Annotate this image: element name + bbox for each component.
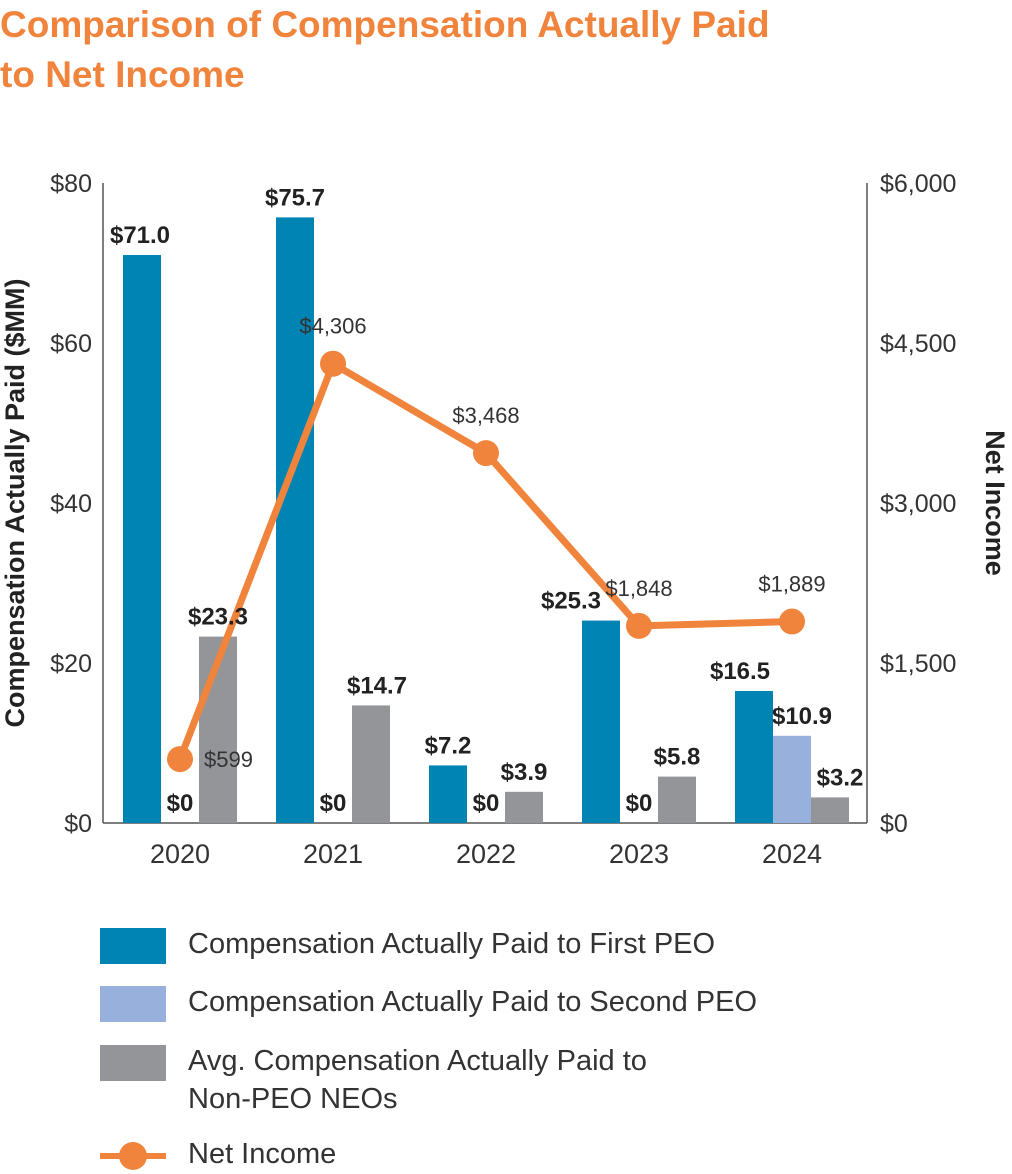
net-income-label: $599 xyxy=(204,747,253,772)
legend-label: Avg. Compensation Actually Paid to Non-PE… xyxy=(188,1042,647,1118)
bar-compensation-actually-paid-to-first-peo-2020 xyxy=(123,255,161,823)
legend-swatch xyxy=(100,928,166,964)
legend-label: Net Income xyxy=(188,1135,336,1173)
right-tick-label: $4,500 xyxy=(880,330,956,358)
legend-label: Compensation Actually Paid to Second PEO xyxy=(188,983,757,1021)
legend-line-swatch xyxy=(100,1138,166,1174)
left-tick-label: $80 xyxy=(50,170,92,198)
bar-data-label: $23.3 xyxy=(188,604,248,631)
bar-data-label: $0 xyxy=(473,790,500,817)
right-tick-label: $0 xyxy=(880,810,908,838)
bar-data-label: $0 xyxy=(167,790,194,817)
legend-label-line: Avg. Compensation Actually Paid to xyxy=(188,1045,647,1077)
legend-swatch xyxy=(100,986,166,1022)
legend-label-line: Compensation Actually Paid to Second PEO xyxy=(188,986,758,1018)
bar-data-label: $3.9 xyxy=(501,759,548,786)
x-tick-label: 2023 xyxy=(609,839,669,869)
bar-data-label: $25.3 xyxy=(541,588,601,615)
bar-data-label: $75.7 xyxy=(265,184,325,211)
x-tick-label: 2020 xyxy=(150,839,210,869)
chart-title-line-2: to Net Income xyxy=(0,54,245,95)
bar-data-label: $5.8 xyxy=(654,744,701,771)
bar-data-label: $71.0 xyxy=(110,222,170,249)
bar-data-label: $14.7 xyxy=(347,672,407,699)
axes: $0 $20 $40 $60 $80 $0 $1,500 $3,000 $4,500 $6,000… xyxy=(0,170,1010,869)
bar-data-label: $10.9 xyxy=(772,703,832,730)
net-income-point-2024 xyxy=(779,608,805,635)
bar-data-label: $3.2 xyxy=(817,764,864,791)
legend-label: Compensation Actually Paid to First PEO xyxy=(188,925,715,963)
bars xyxy=(123,217,849,823)
left-tick-label: $40 xyxy=(50,490,92,518)
net-income-point-2022 xyxy=(473,440,499,467)
bar-avg-compensation-actually-paid-to-non-peo-neos-2024 xyxy=(811,797,849,823)
legend-label-line: Non-PEO NEOs xyxy=(188,1083,398,1115)
left-tick-label: $20 xyxy=(50,650,92,678)
net-income-label: $4,306 xyxy=(299,314,366,339)
x-tick-label: 2021 xyxy=(303,839,363,869)
net-income-label: $3,468 xyxy=(452,403,519,428)
left-tick-label: $0 xyxy=(64,810,92,838)
bar-data-label: $0 xyxy=(320,790,347,817)
legend-label-line: Net Income xyxy=(188,1138,337,1170)
bar-avg-compensation-actually-paid-to-non-peo-neos-2022 xyxy=(505,791,543,823)
net-income-point-2020 xyxy=(167,746,193,773)
left-tick-label: $60 xyxy=(50,330,92,358)
bar-avg-compensation-actually-paid-to-non-peo-neos-2023 xyxy=(658,776,696,823)
net-income-line xyxy=(167,350,805,773)
bar-compensation-actually-paid-to-second-peo-2024 xyxy=(773,735,811,823)
right-tick-label: $3,000 xyxy=(880,490,956,518)
bar-compensation-actually-paid-to-first-peo-2023 xyxy=(582,620,620,823)
chart-title: Comparison of Compensation Actually Paid… xyxy=(0,0,1000,100)
data-labels: $71.0 $75.7 $7.2 $25.3 $16.5 $0 $0 $0 $0 $10.9 $23… xyxy=(110,184,863,817)
x-tick-label: 2022 xyxy=(456,839,516,869)
right-axis-title: Net Income xyxy=(980,430,1010,576)
legend-label-line: Compensation Actually Paid to First PEO xyxy=(188,928,716,960)
bar-compensation-actually-paid-to-first-peo-2022 xyxy=(429,765,467,823)
compensation-net-income-chart: $0 $20 $40 $60 $80 $0 $1,500 $3,000 $4,500 $6,000… xyxy=(0,170,1010,869)
bar-compensation-actually-paid-to-first-peo-2021 xyxy=(276,217,314,823)
legend-swatch xyxy=(100,1045,166,1081)
bar-compensation-actually-paid-to-first-peo-2024 xyxy=(735,691,773,823)
right-tick-label: $1,500 xyxy=(880,650,956,678)
bar-data-label: $7.2 xyxy=(425,732,472,759)
net-income-label: $1,848 xyxy=(605,576,672,601)
bar-avg-compensation-actually-paid-to-non-peo-neos-2021 xyxy=(352,705,390,823)
left-axis-title: Compensation Actually Paid ($MM) xyxy=(0,278,30,727)
x-tick-label: 2024 xyxy=(762,839,822,869)
net-income-point-2023 xyxy=(626,612,652,639)
bar-data-label: $0 xyxy=(626,790,653,817)
net-income-point-2021 xyxy=(320,350,346,377)
bar-data-label: $16.5 xyxy=(710,658,770,685)
net-income-label: $1,889 xyxy=(758,572,825,597)
chart-title-line-1: Comparison of Compensation Actually Paid xyxy=(0,4,770,45)
right-tick-label: $6,000 xyxy=(880,170,956,198)
